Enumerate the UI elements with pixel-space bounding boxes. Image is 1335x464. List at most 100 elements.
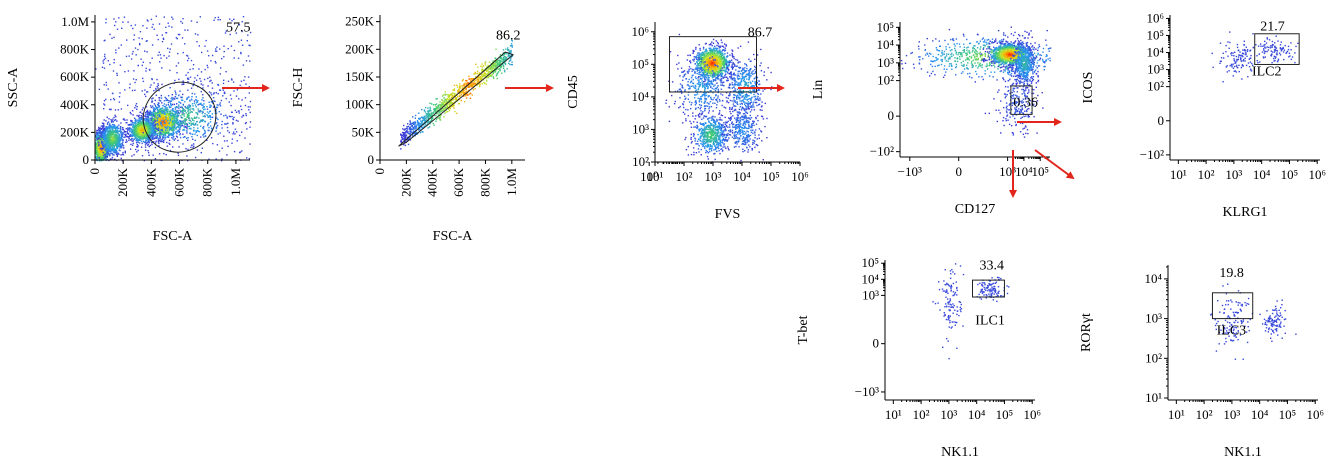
event-point	[138, 126, 141, 129]
event-point	[442, 102, 444, 105]
event-point	[160, 123, 163, 125]
event-point	[202, 119, 204, 121]
event-point	[106, 132, 109, 134]
event-point	[98, 148, 100, 151]
event-point	[124, 152, 126, 154]
event-point	[162, 127, 164, 130]
event-point	[217, 118, 219, 121]
event-point	[180, 121, 182, 124]
event-point	[233, 131, 235, 133]
event-point	[482, 73, 484, 75]
event-point	[141, 128, 143, 130]
event-point	[105, 153, 107, 156]
event-point	[112, 148, 114, 150]
event-point	[187, 71, 189, 74]
event-point	[131, 121, 133, 124]
event-point	[95, 131, 98, 133]
event-point	[196, 124, 199, 126]
event-point	[417, 127, 419, 129]
event-point	[496, 77, 498, 80]
event-point	[167, 123, 169, 125]
event-point	[494, 66, 497, 68]
event-point	[169, 127, 172, 129]
event-point	[131, 89, 134, 92]
event-point	[482, 69, 485, 72]
event-point	[170, 119, 172, 121]
event-point	[163, 126, 165, 128]
event-point	[161, 40, 164, 43]
event-point	[129, 139, 132, 141]
event-point	[146, 141, 149, 144]
event-point	[183, 118, 186, 120]
event-point	[181, 120, 184, 122]
event-point	[235, 32, 238, 34]
event-point	[193, 83, 195, 85]
event-point	[162, 122, 164, 124]
event-point	[153, 128, 155, 130]
event-point	[98, 144, 100, 147]
event-point	[176, 122, 178, 125]
event-point	[134, 136, 137, 138]
event-point	[202, 111, 204, 113]
event-point	[106, 144, 109, 146]
event-point	[155, 123, 158, 125]
event-point	[182, 129, 185, 131]
event-point	[157, 38, 159, 41]
event-point	[140, 140, 143, 142]
event-point	[464, 82, 466, 84]
event-point	[212, 97, 215, 99]
event-point	[491, 69, 493, 71]
event-point	[112, 137, 115, 140]
event-point	[105, 98, 107, 101]
event-point	[163, 128, 165, 130]
event-point	[171, 94, 173, 96]
event-point	[137, 135, 139, 138]
event-point	[169, 149, 172, 152]
event-point	[439, 115, 441, 117]
event-point	[133, 154, 135, 156]
event-point	[193, 145, 195, 147]
event-point	[117, 133, 119, 135]
event-point	[202, 134, 204, 136]
event-point	[114, 24, 116, 27]
event-point	[148, 141, 150, 144]
event-point	[149, 125, 152, 127]
event-point	[99, 158, 101, 161]
event-point	[126, 122, 128, 124]
event-point	[102, 133, 104, 135]
y-axis-label: SSC-A	[6, 67, 21, 108]
event-point	[156, 85, 158, 88]
event-point	[131, 110, 134, 112]
event-point	[172, 18, 174, 20]
event-point	[163, 152, 165, 155]
event-point	[121, 142, 123, 145]
event-point	[141, 121, 143, 123]
event-point	[103, 125, 105, 128]
event-point	[403, 124, 405, 127]
event-point	[440, 114, 442, 116]
event-point	[157, 102, 160, 104]
event-point	[193, 124, 195, 126]
event-point	[155, 114, 157, 117]
event-point	[113, 126, 115, 129]
event-point	[99, 132, 101, 135]
event-point	[477, 66, 479, 68]
event-point	[167, 135, 169, 138]
event-point	[175, 122, 177, 124]
event-point	[141, 155, 144, 157]
event-point	[199, 119, 202, 121]
event-point	[177, 111, 179, 113]
event-point	[145, 106, 148, 108]
event-point	[466, 81, 468, 84]
event-point	[224, 123, 226, 125]
event-point	[155, 130, 157, 133]
event-point	[109, 147, 111, 149]
event-point	[143, 136, 146, 138]
event-point	[182, 122, 185, 124]
event-point	[161, 129, 163, 132]
event-point	[207, 116, 209, 119]
event-point	[165, 112, 167, 115]
event-point	[166, 99, 169, 101]
event-point	[148, 124, 150, 127]
event-point	[439, 106, 442, 108]
